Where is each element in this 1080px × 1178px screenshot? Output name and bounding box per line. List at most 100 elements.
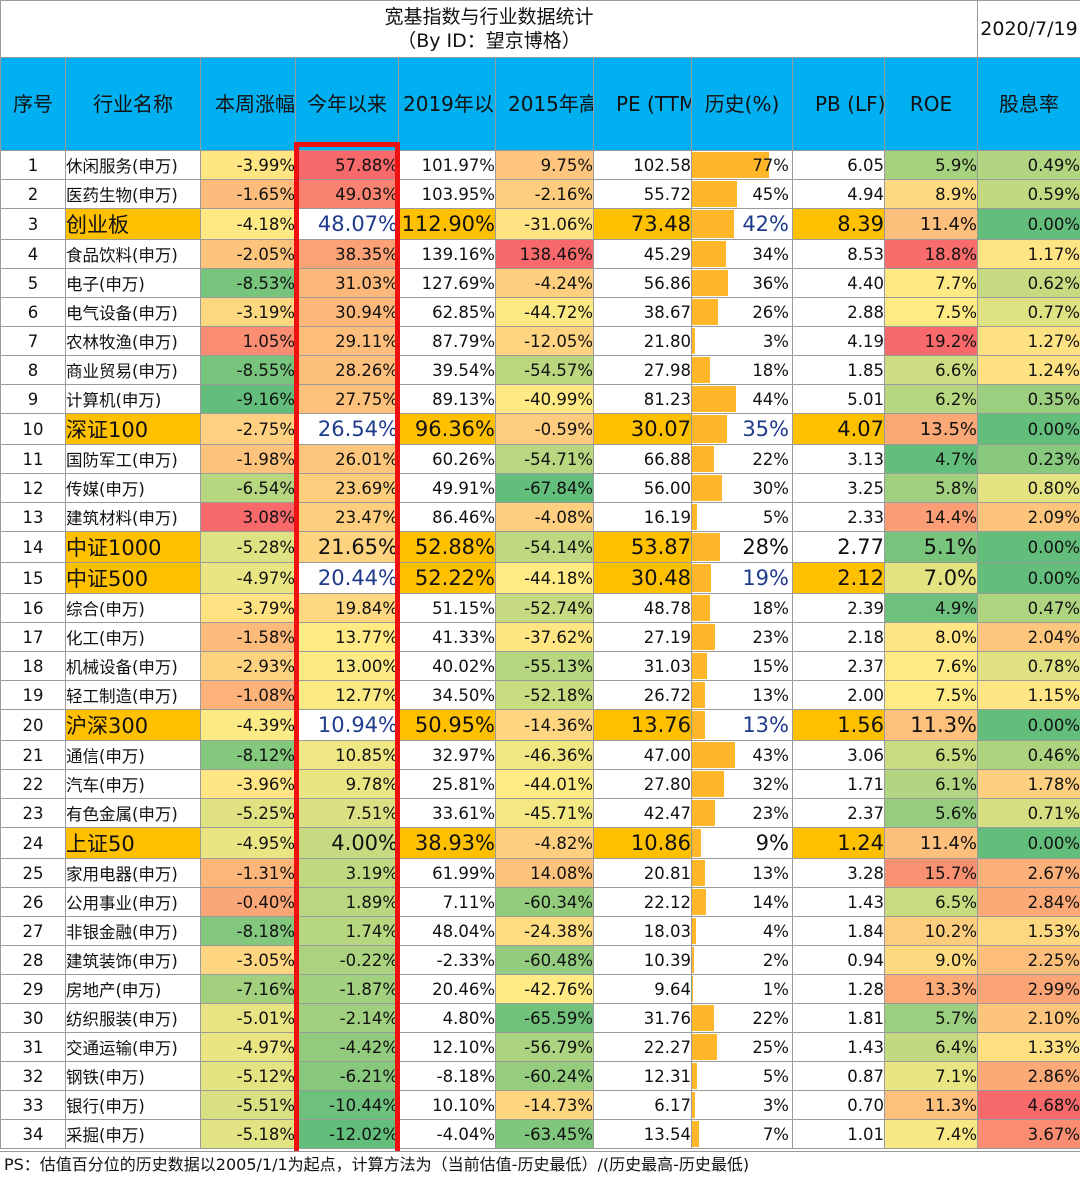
cell-pb: 2.33	[793, 503, 885, 532]
cell-pb: 5.01	[793, 385, 885, 414]
cell-history-percentile: 15%	[692, 652, 793, 681]
cell-pe: 73.48	[594, 209, 692, 240]
cell-week-change: -8.53%	[201, 269, 296, 298]
row-name: 采掘(申万)	[66, 1120, 201, 1149]
cell-since-2015-high: -67.84%	[496, 474, 594, 503]
cell-pb: 1.24	[793, 828, 885, 859]
cell-week-change: -5.01%	[201, 1004, 296, 1033]
cell-since-2019: 7.11%	[399, 888, 496, 917]
cell-ytd: 10.94%	[296, 710, 399, 741]
cell-pe: 81.23	[594, 385, 692, 414]
cell-since-2019: 112.90%	[399, 209, 496, 240]
cell-since-2019: 40.02%	[399, 652, 496, 681]
cell-week-change: -3.05%	[201, 946, 296, 975]
cell-since-2019: 127.69%	[399, 269, 496, 298]
cell-week-change: 1.05%	[201, 327, 296, 356]
cell-week-change: -7.16%	[201, 975, 296, 1004]
row-name: 汽车(申万)	[66, 770, 201, 799]
cell-week-change: -0.40%	[201, 888, 296, 917]
cell-dividend-yield: 0.00%	[978, 710, 1080, 741]
row-name: 中证1000	[66, 532, 201, 563]
cell-week-change: -5.25%	[201, 799, 296, 828]
cell-roe: 4.9%	[885, 594, 978, 623]
cell-history-percentile: 7%	[692, 1120, 793, 1149]
cell-dividend-yield: 4.68%	[978, 1091, 1080, 1120]
cell-roe: 11.4%	[885, 209, 978, 240]
row-name: 创业板	[66, 209, 201, 240]
history-value: 18%	[692, 361, 792, 380]
cell-pe: 21.80	[594, 327, 692, 356]
cell-since-2015-high: 138.46%	[496, 240, 594, 269]
cell-pe: 55.72	[594, 180, 692, 209]
row-index: 19	[1, 681, 66, 710]
cell-pb: 2.18	[793, 623, 885, 652]
cell-since-2019: 62.85%	[399, 298, 496, 327]
cell-week-change: -2.05%	[201, 240, 296, 269]
cell-pe: 27.19	[594, 623, 692, 652]
cell-week-change: -5.18%	[201, 1120, 296, 1149]
cell-week-change: -3.19%	[201, 298, 296, 327]
cell-week-change: -4.97%	[201, 1033, 296, 1062]
cell-ytd: 21.65%	[296, 532, 399, 563]
history-value: 30%	[692, 479, 792, 498]
row-index: 1	[1, 151, 66, 180]
cell-since-2019: 87.79%	[399, 327, 496, 356]
row-index: 31	[1, 1033, 66, 1062]
cell-pb: 2.37	[793, 799, 885, 828]
row-name: 公用事业(申万)	[66, 888, 201, 917]
cell-pb: 1.43	[793, 888, 885, 917]
col-header-history: 历史(%)	[692, 58, 793, 151]
cell-pb: 4.94	[793, 180, 885, 209]
history-value: 22%	[692, 1009, 792, 1028]
cell-pb: 4.19	[793, 327, 885, 356]
cell-since-2015-high: -44.01%	[496, 770, 594, 799]
cell-dividend-yield: 2.10%	[978, 1004, 1080, 1033]
cell-pe: 31.03	[594, 652, 692, 681]
row-name: 中证500	[66, 563, 201, 594]
history-value: 36%	[692, 274, 792, 293]
row-index: 22	[1, 770, 66, 799]
cell-ytd: -4.42%	[296, 1033, 399, 1062]
cell-pe: 48.78	[594, 594, 692, 623]
cell-ytd: 19.84%	[296, 594, 399, 623]
history-value: 9%	[692, 831, 792, 855]
cell-ytd: 7.51%	[296, 799, 399, 828]
col-header-2015: 2015年高点以来	[496, 58, 594, 151]
row-name: 建筑装饰(申万)	[66, 946, 201, 975]
cell-ytd: 3.19%	[296, 859, 399, 888]
cell-history-percentile: 77%	[692, 151, 793, 180]
history-value: 7%	[692, 1125, 792, 1144]
cell-roe: 11.3%	[885, 710, 978, 741]
cell-since-2015-high: -42.76%	[496, 975, 594, 1004]
cell-history-percentile: 28%	[692, 532, 793, 563]
cell-since-2019: 89.13%	[399, 385, 496, 414]
cell-pe: 12.31	[594, 1062, 692, 1091]
cell-since-2019: 61.99%	[399, 859, 496, 888]
cell-pb: 3.06	[793, 741, 885, 770]
cell-ytd: 29.11%	[296, 327, 399, 356]
cell-ytd: 48.07%	[296, 209, 399, 240]
row-name: 传媒(申万)	[66, 474, 201, 503]
cell-since-2019: 50.95%	[399, 710, 496, 741]
row-name: 机械设备(申万)	[66, 652, 201, 681]
row-name: 休闲服务(申万)	[66, 151, 201, 180]
cell-since-2019: 103.95%	[399, 180, 496, 209]
row-index: 20	[1, 710, 66, 741]
row-index: 10	[1, 414, 66, 445]
cell-dividend-yield: 2.86%	[978, 1062, 1080, 1091]
cell-week-change: -4.39%	[201, 710, 296, 741]
history-value: 23%	[692, 804, 792, 823]
row-name: 轻工制造(申万)	[66, 681, 201, 710]
cell-since-2019: 52.22%	[399, 563, 496, 594]
cell-roe: 15.7%	[885, 859, 978, 888]
cell-ytd: 38.35%	[296, 240, 399, 269]
cell-week-change: -5.28%	[201, 532, 296, 563]
title-line-1: 宽基指数与行业数据统计	[1, 5, 977, 29]
